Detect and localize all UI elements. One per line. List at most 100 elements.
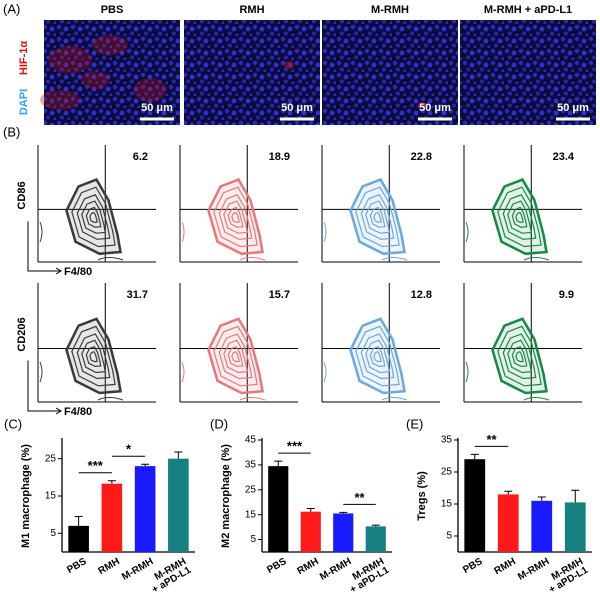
- significance: ***: [88, 458, 104, 473]
- error-bar: [306, 507, 315, 512]
- quadrant-value: 23.4: [553, 151, 575, 163]
- contour: [231, 211, 240, 224]
- bar: [531, 500, 553, 552]
- contour: [71, 186, 116, 248]
- y-tick-label: 45: [245, 435, 257, 446]
- scale-bar-label: 50 μm: [141, 102, 173, 114]
- micrograph: [44, 20, 180, 125]
- y-tick-label: 25: [45, 453, 57, 464]
- y-axis-label: CD206: [16, 317, 28, 351]
- hif-signal: [134, 78, 166, 102]
- y-axis-label: Tregs (%): [416, 471, 428, 521]
- error-bar: [470, 453, 479, 460]
- y-tick-label: 15: [245, 509, 257, 520]
- contour-edge: [39, 361, 124, 401]
- panel-label: (C): [4, 416, 22, 431]
- quadrant-value: 22.8: [411, 151, 432, 163]
- contour: [365, 339, 390, 374]
- contour-edge: [323, 361, 408, 401]
- contour: [218, 333, 253, 380]
- contour: [355, 325, 400, 387]
- y-axis-label: CD86: [16, 181, 28, 209]
- contour: [355, 186, 400, 248]
- hif-signal: [92, 35, 128, 55]
- y-tick-label: 25: [245, 484, 257, 495]
- micrograph: [460, 20, 596, 125]
- y-tick-label: 35: [245, 460, 257, 471]
- panel-label: (E): [406, 416, 423, 431]
- contour: [507, 200, 532, 234]
- contour: [502, 194, 537, 240]
- quadrant-value: 18.9: [269, 151, 290, 163]
- contour: [349, 178, 406, 256]
- significance: ***: [287, 439, 303, 454]
- contour-edge: [39, 221, 124, 261]
- contour: [515, 350, 524, 363]
- error-bar: [339, 511, 348, 514]
- quadrant-value: 15.7: [269, 289, 290, 301]
- bar: [300, 511, 321, 552]
- contour: [373, 211, 382, 224]
- channel-label: HIF-1α: [18, 41, 30, 76]
- scale-bar-label: 50 μm: [557, 102, 589, 114]
- contour: [360, 333, 395, 380]
- x-axis-label: F4/80: [64, 406, 92, 418]
- contour: [369, 345, 386, 368]
- hif-signal: [48, 46, 92, 74]
- bar: [101, 483, 123, 552]
- bar: [134, 466, 156, 552]
- contour: [218, 194, 253, 240]
- contour: [515, 211, 524, 224]
- quadrant-value: 31.7: [127, 289, 148, 301]
- bar: [464, 459, 486, 552]
- contour: [76, 333, 111, 380]
- contour: [207, 178, 264, 256]
- hif-signal: [418, 102, 426, 108]
- significance: *: [126, 442, 132, 457]
- contour: [231, 350, 240, 363]
- contour: [360, 194, 395, 240]
- error-bar: [74, 516, 83, 526]
- contour: [497, 186, 542, 248]
- error-bar: [107, 480, 116, 484]
- significance: **: [486, 432, 497, 447]
- group-label: M-RMH + aPD-L1: [484, 4, 572, 16]
- bar: [168, 458, 189, 552]
- error-bar: [571, 489, 580, 503]
- channel-label: DAPI: [18, 89, 30, 115]
- contour: [365, 200, 390, 234]
- contour: [85, 206, 102, 228]
- y-tick-label: 5: [446, 531, 452, 542]
- y-tick-label: 5: [50, 528, 56, 539]
- contour: [373, 350, 382, 363]
- quadrant-value: 6.2: [133, 151, 148, 163]
- bar: [365, 526, 386, 552]
- hif-signal: [284, 61, 294, 69]
- group-label: PBS: [101, 4, 124, 16]
- error-bar: [141, 463, 150, 467]
- contour: [65, 317, 122, 395]
- axis-arrow: [27, 360, 62, 415]
- bar: [333, 513, 354, 552]
- contour: [491, 317, 548, 395]
- contour: [76, 194, 111, 240]
- group-label: RMH: [239, 4, 264, 16]
- contour: [502, 333, 537, 380]
- panel-label: (A): [3, 1, 20, 16]
- scale-bar-label: 50 μm: [419, 102, 451, 114]
- group-label: M-RMH: [371, 4, 409, 16]
- contour: [497, 325, 542, 387]
- scale-bar-label: 50 μm: [281, 102, 313, 114]
- contour: [65, 178, 122, 256]
- contour-edge: [181, 221, 266, 261]
- contour-edge: [323, 221, 408, 261]
- contour: [507, 339, 532, 374]
- y-tick-label: 35: [441, 435, 453, 446]
- contour-edge: [465, 361, 550, 401]
- y-tick-label: 5: [250, 534, 256, 545]
- contour: [227, 345, 244, 368]
- bar: [497, 494, 519, 552]
- contour: [89, 211, 98, 224]
- error-bar: [371, 524, 380, 527]
- contour: [213, 325, 258, 387]
